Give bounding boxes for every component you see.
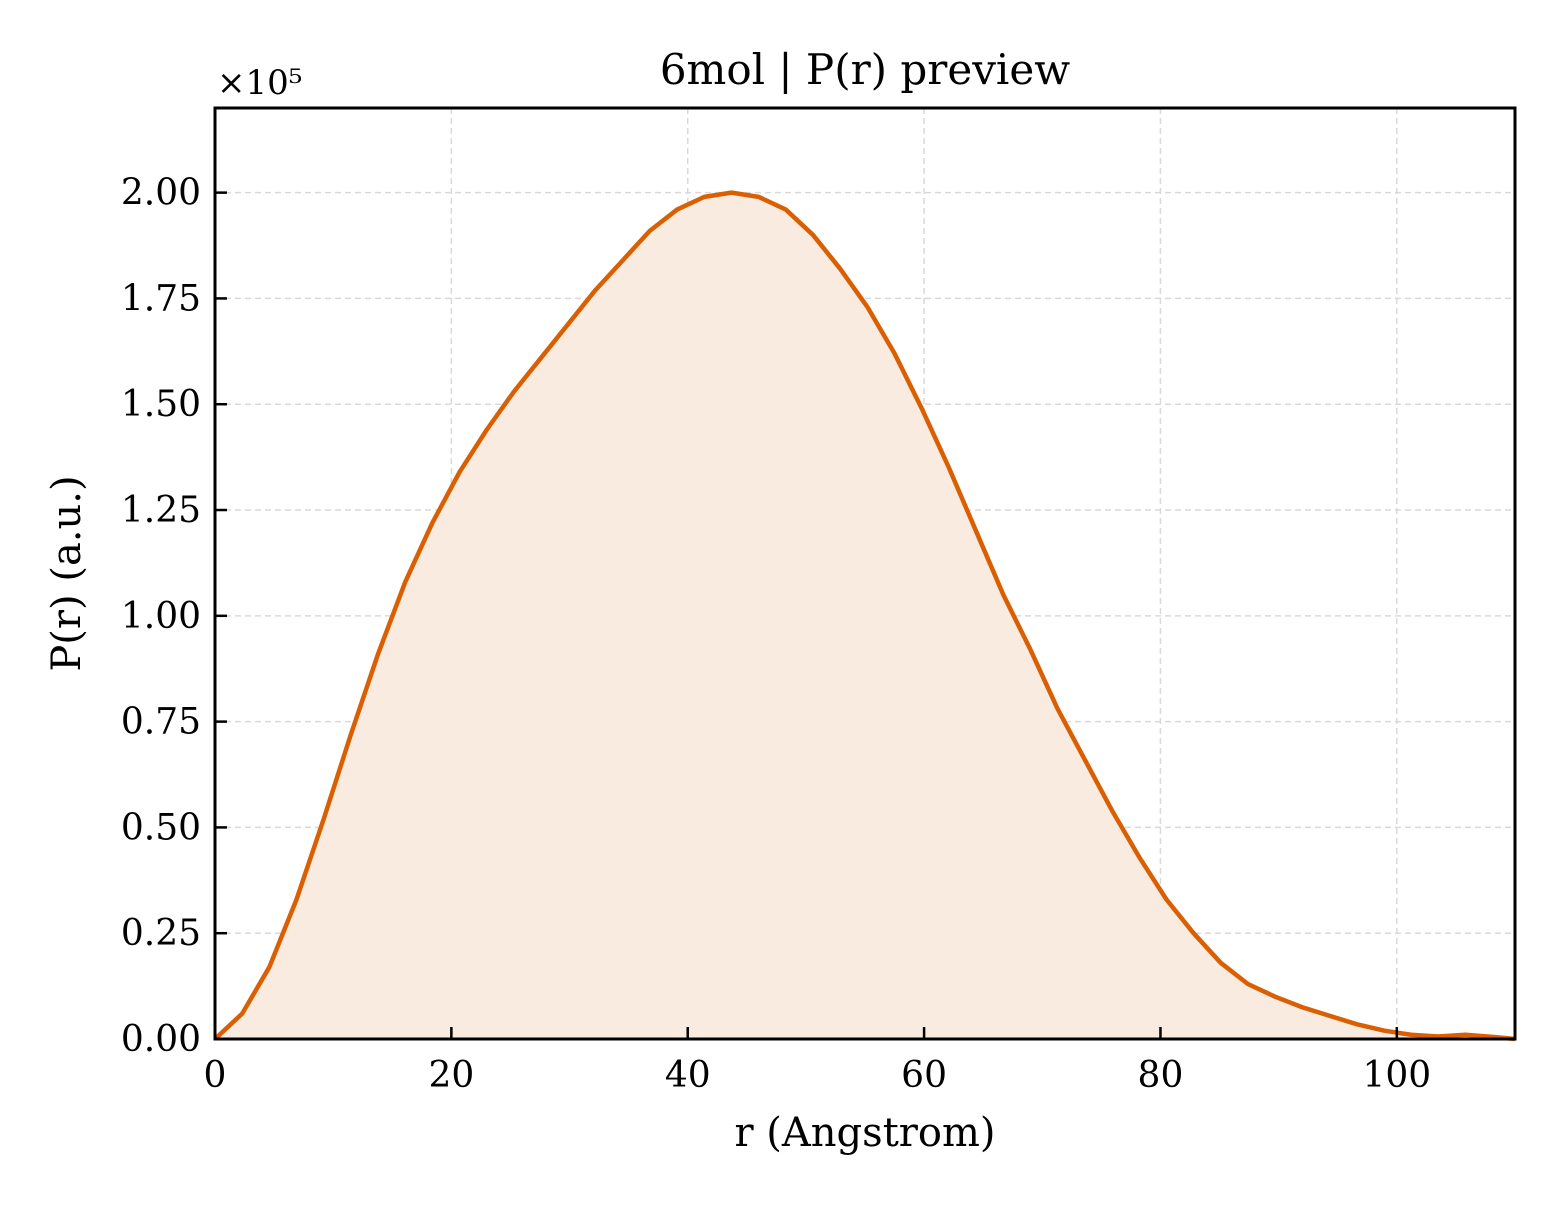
- x-tick-label: 20: [428, 1055, 474, 1096]
- x-tick-label: 0: [204, 1055, 227, 1096]
- chart-title: 6mol | P(r) preview: [660, 45, 1070, 94]
- area-fill: [215, 192, 1515, 1039]
- x-tick-label: 40: [665, 1055, 711, 1096]
- x-axis-label: r (Angstrom): [734, 1110, 995, 1156]
- y-tick-label: 0.50: [121, 807, 201, 848]
- y-tick-label: 0.75: [121, 702, 201, 743]
- y-tick-label: 0.25: [121, 913, 201, 954]
- y-tick-label: 0.00: [121, 1019, 201, 1060]
- y-axis-label: P(r) (a.u.): [44, 475, 90, 671]
- y-multiplier-label: ×10⁵: [217, 63, 302, 103]
- y-tick-label: 1.00: [121, 596, 201, 637]
- series-line: [213, 190, 1516, 1042]
- x-tick-label: 100: [1362, 1055, 1431, 1096]
- y-tick-label: 2.00: [121, 173, 201, 214]
- y-tick-label: 1.50: [121, 384, 201, 425]
- y-tick-label: 1.25: [121, 490, 201, 531]
- x-tick-label: 80: [1138, 1055, 1184, 1096]
- y-tick-label: 1.75: [121, 278, 201, 319]
- x-tick-label: 60: [901, 1055, 947, 1096]
- plot-frame: [213, 106, 1517, 1041]
- tick-layer: 0 20 40 60 80 100 0.00 0.25 0.50 0.75 1.00 1.25 1.50…: [121, 173, 1431, 1096]
